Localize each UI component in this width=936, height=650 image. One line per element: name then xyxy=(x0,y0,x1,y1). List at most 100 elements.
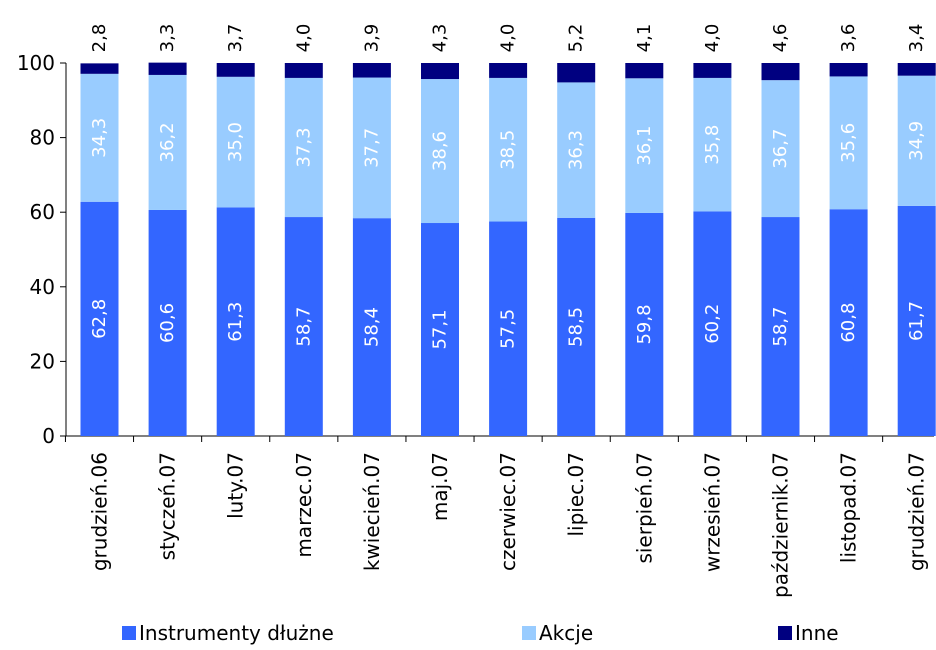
x-tick-label: lipiec.07 xyxy=(564,452,588,536)
bar-segment xyxy=(897,63,936,76)
bar-segment xyxy=(897,205,936,436)
y-tick-label: 60 xyxy=(30,200,55,224)
data-label: 62,8 xyxy=(89,299,110,339)
data-label: 60,8 xyxy=(838,303,859,343)
data-label: 37,7 xyxy=(361,128,382,168)
data-label: 36,3 xyxy=(566,130,587,170)
legend-label-akcje: Akcje xyxy=(539,621,594,645)
y-tick-label: 100 xyxy=(17,51,55,75)
bar-segment xyxy=(148,209,187,436)
bar-segment xyxy=(421,63,459,80)
bar-segment xyxy=(421,79,459,224)
bar-segment xyxy=(829,209,868,436)
bar-segment xyxy=(557,63,596,83)
bar-segment xyxy=(693,77,732,212)
bar-segment xyxy=(148,62,187,75)
bar-segment xyxy=(352,218,391,436)
legend-swatch-akcje xyxy=(522,626,536,640)
data-label: 35,0 xyxy=(225,122,246,162)
bar-segment xyxy=(80,63,119,74)
y-tick-label: 20 xyxy=(30,349,55,373)
data-label: 4,3 xyxy=(430,24,451,53)
x-tick-label: grudzień.06 xyxy=(88,452,112,571)
legend-swatch-inne xyxy=(778,626,792,640)
data-label: 4,0 xyxy=(293,24,314,53)
y-tick-label: 40 xyxy=(30,275,55,299)
legend-label-instrumenty: Instrumenty dłużne xyxy=(139,621,334,645)
data-label: 58,5 xyxy=(566,307,587,347)
x-tick-label: marzec.07 xyxy=(292,452,316,558)
data-label: 61,3 xyxy=(225,302,246,342)
x-tick-label: luty.07 xyxy=(224,452,248,519)
data-label: 38,5 xyxy=(498,130,519,170)
data-label: 58,4 xyxy=(361,307,382,347)
legend-item-inne: Inne xyxy=(778,621,839,645)
bar-segment xyxy=(148,74,187,210)
x-tick-label: czerwiec.07 xyxy=(496,452,520,571)
data-label: 3,6 xyxy=(838,24,859,53)
bar-segment xyxy=(557,82,596,218)
bar-segment xyxy=(625,63,664,79)
x-tick-label: styczeń.07 xyxy=(156,452,180,560)
legend: Instrumenty dłużne Akcje Inne xyxy=(0,621,936,647)
bar-segment xyxy=(489,63,528,78)
data-label: 38,6 xyxy=(430,131,451,171)
bar-segment xyxy=(761,80,800,218)
y-tick-label: 0 xyxy=(42,424,55,448)
x-tick-label: sierpień.07 xyxy=(632,452,656,564)
x-tick-label: kwiecień.07 xyxy=(360,452,384,571)
bar-segment xyxy=(625,212,664,436)
bar-segment xyxy=(829,76,868,210)
data-label: 37,3 xyxy=(293,127,314,167)
bar-segment xyxy=(80,201,119,436)
bar-segment xyxy=(625,78,664,213)
data-label: 3,3 xyxy=(157,24,178,53)
x-tick-label: grudzień.07 xyxy=(905,452,929,571)
data-label: 4,1 xyxy=(634,24,655,53)
data-label: 60,2 xyxy=(702,304,723,344)
bar-segment xyxy=(489,77,528,222)
data-label: 5,2 xyxy=(566,24,587,53)
data-label: 2,8 xyxy=(89,24,110,53)
x-tick-label: październik.07 xyxy=(769,452,793,598)
bar-segment xyxy=(693,63,732,78)
data-label: 4,0 xyxy=(498,24,519,53)
bar-segment xyxy=(352,63,391,78)
data-label: 57,5 xyxy=(498,309,519,349)
data-label: 57,1 xyxy=(430,309,451,349)
bar-segment xyxy=(693,211,732,436)
data-label: 34,3 xyxy=(89,118,110,158)
legend-label-inne: Inne xyxy=(795,621,839,645)
bar-segment xyxy=(421,223,459,436)
bar-segment xyxy=(216,76,255,208)
x-tick-label: maj.07 xyxy=(428,452,452,521)
data-label: 36,2 xyxy=(157,122,178,162)
bar-segment xyxy=(761,217,800,436)
bar-segment xyxy=(284,217,323,436)
x-tick-label: listopad.07 xyxy=(837,452,861,563)
bar-segment xyxy=(284,63,323,78)
data-label: 59,8 xyxy=(634,304,655,344)
data-label: 35,8 xyxy=(702,125,723,165)
bar-segment xyxy=(489,221,528,436)
bar-segment xyxy=(352,77,391,219)
legend-swatch-instrumenty xyxy=(122,626,136,640)
y-tick-label: 80 xyxy=(30,126,55,150)
data-label: 35,6 xyxy=(838,123,859,163)
bar-segment xyxy=(897,75,936,206)
data-label: 58,7 xyxy=(770,306,791,346)
data-label: 60,6 xyxy=(157,303,178,343)
data-label: 61,7 xyxy=(906,301,927,341)
data-label: 3,4 xyxy=(906,24,927,53)
data-label: 4,0 xyxy=(702,24,723,53)
bar-segment xyxy=(216,63,255,77)
legend-item-akcje: Akcje xyxy=(522,621,593,645)
data-label: 58,7 xyxy=(293,306,314,346)
bar-segment xyxy=(80,73,119,202)
x-tick-label: wrzesień.07 xyxy=(700,452,724,572)
data-label: 36,1 xyxy=(634,126,655,166)
bar-segment xyxy=(829,63,868,77)
bar-segment xyxy=(557,217,596,436)
data-label: 3,9 xyxy=(361,24,382,53)
bar-segment xyxy=(216,207,255,436)
